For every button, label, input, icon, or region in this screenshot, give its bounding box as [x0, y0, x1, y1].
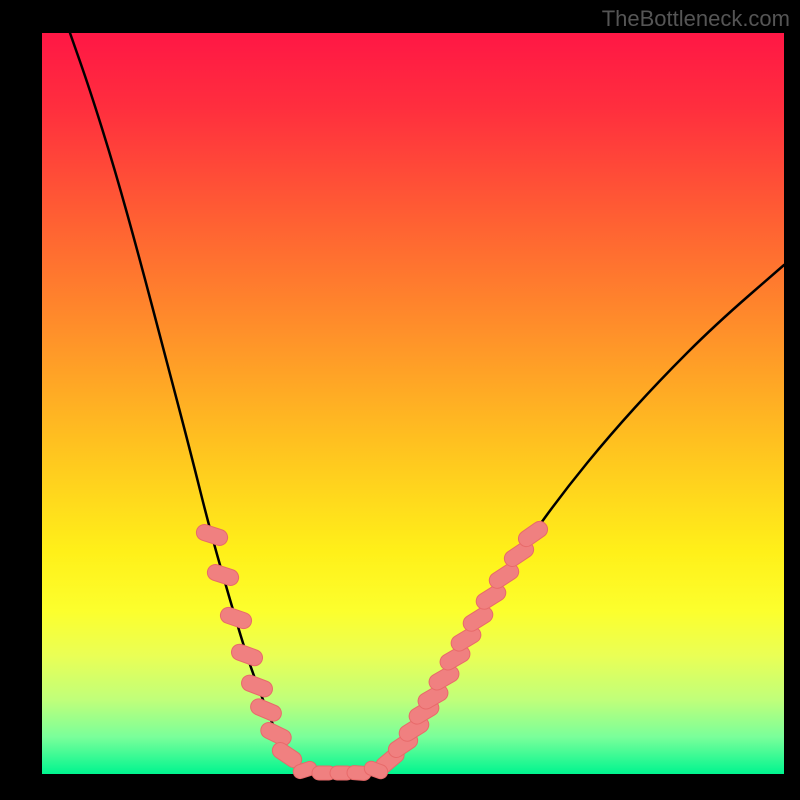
chart-container: TheBottleneck.com: [0, 0, 800, 800]
plot-area: [42, 33, 784, 774]
chart-svg: [0, 0, 800, 800]
watermark-text: TheBottleneck.com: [602, 6, 790, 32]
